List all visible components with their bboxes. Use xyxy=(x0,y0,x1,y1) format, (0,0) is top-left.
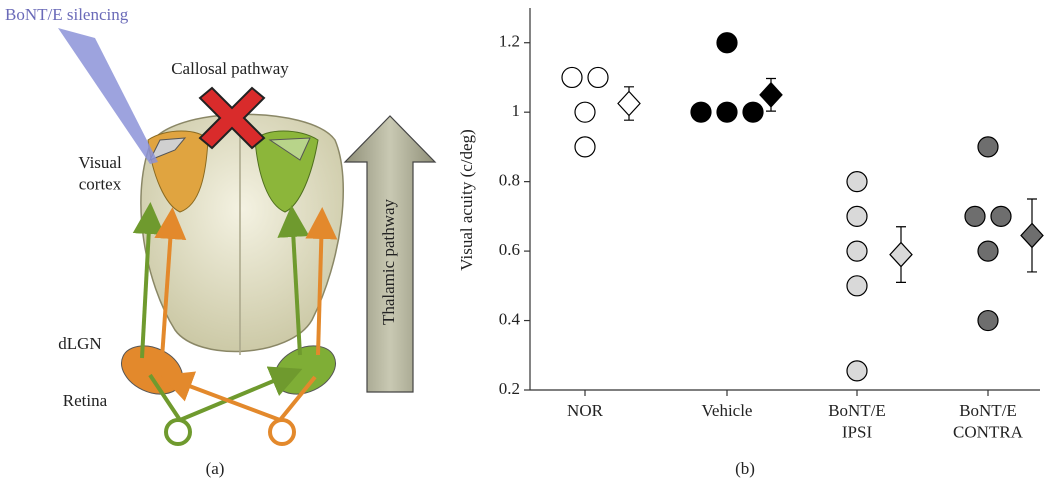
y-tick-label: 0.2 xyxy=(499,379,520,398)
y-axis-title: Visual acuity (c/deg) xyxy=(457,129,476,271)
mean-marker xyxy=(1020,222,1044,249)
data-point xyxy=(846,360,868,382)
data-point xyxy=(574,101,596,123)
data-point xyxy=(587,66,609,89)
panel-label: (b) xyxy=(735,459,755,478)
data-point xyxy=(846,205,868,227)
dlgn-left xyxy=(121,345,183,395)
mean-marker xyxy=(617,90,641,117)
mean-marker xyxy=(889,241,913,268)
thalamic-label: Thalamic pathway xyxy=(379,198,398,325)
data-point xyxy=(846,240,868,262)
retina-label: Retina xyxy=(63,391,108,410)
pathways xyxy=(132,202,338,422)
block-x xyxy=(198,86,266,150)
y-tick-label: 0.8 xyxy=(499,171,520,190)
panel-label: (a) xyxy=(206,459,225,478)
dlgn-label: dLGN xyxy=(58,334,101,353)
data-point xyxy=(977,240,999,262)
data-point xyxy=(990,205,1012,227)
data-point xyxy=(977,309,999,332)
y-tick-label: 1 xyxy=(512,101,521,120)
cortex-label: Visual cortex xyxy=(78,153,122,193)
data-point xyxy=(742,101,764,123)
mean-marker xyxy=(759,81,783,108)
y-tick-label: 0.6 xyxy=(499,240,520,259)
x-tick-label: BoNT/E CONTRA xyxy=(953,401,1024,441)
x-tick-label: NOR xyxy=(567,401,604,420)
y-tick-label: 1.2 xyxy=(499,32,520,51)
data-point xyxy=(977,136,999,158)
pipette xyxy=(58,28,158,164)
x-tick-label: Vehicle xyxy=(702,401,753,420)
data-point xyxy=(690,101,712,123)
diagram: BoNT/E silencing Callosal pathway Visual… xyxy=(5,5,437,478)
data-point xyxy=(846,275,868,297)
x-tick-label: BoNT/E IPSI xyxy=(828,401,886,441)
callosal-arrow-left xyxy=(148,137,187,161)
data-point xyxy=(846,171,868,193)
thalamic-arrow xyxy=(343,115,437,393)
callosal-label: Callosal pathway xyxy=(171,59,289,78)
silencing-label: BoNT/E silencing xyxy=(5,5,129,24)
retina-left xyxy=(164,418,192,446)
retina-right xyxy=(268,418,296,446)
y-tick-label: 0.4 xyxy=(499,309,521,328)
data-point xyxy=(716,101,738,123)
data-point xyxy=(574,136,596,158)
data-point xyxy=(561,66,583,89)
callosal-arrow-right xyxy=(268,137,311,161)
data-point xyxy=(716,32,738,54)
dlgn-right xyxy=(274,345,336,395)
data-point xyxy=(964,205,986,227)
